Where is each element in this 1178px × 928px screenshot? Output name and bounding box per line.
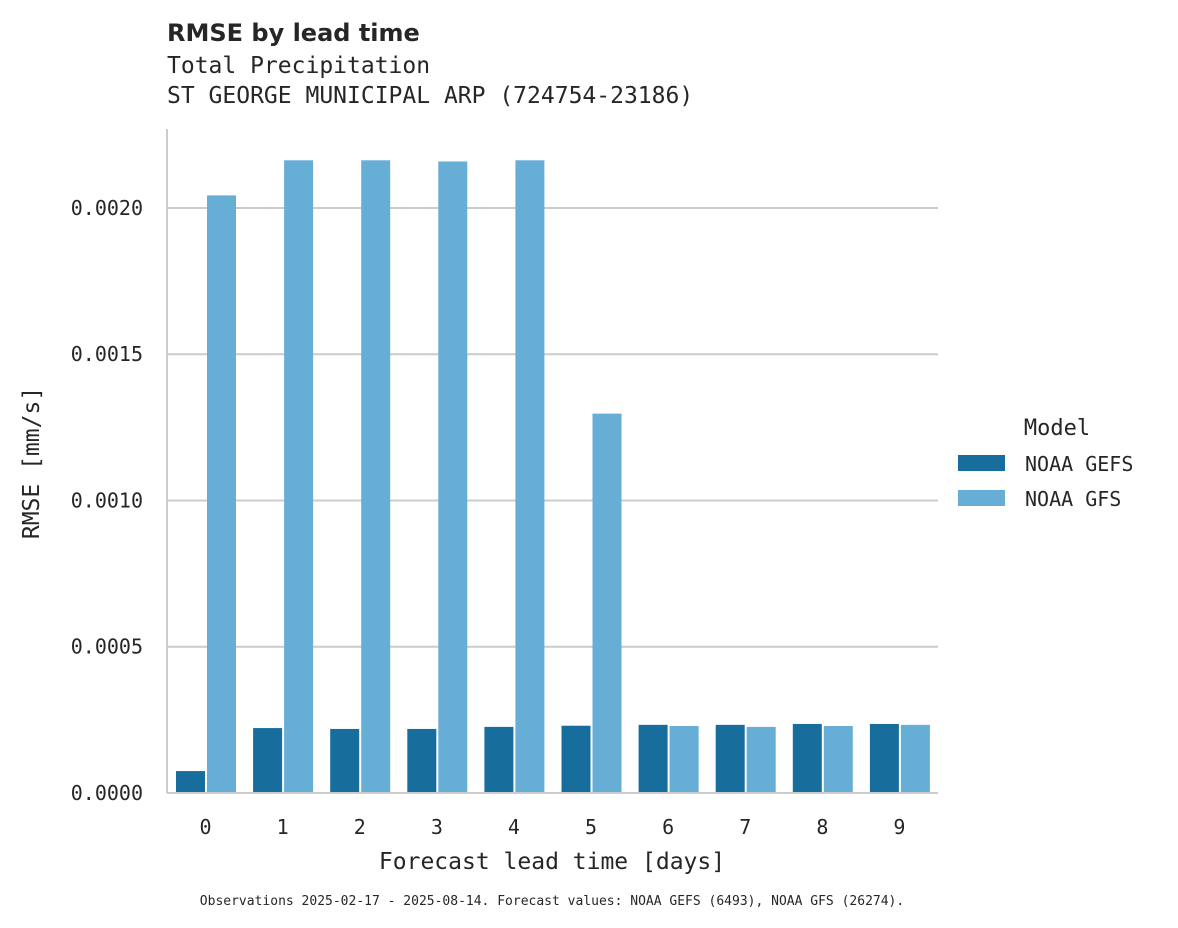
x-tick-label: 3	[431, 815, 443, 839]
chart-subtitle-station: ST GEORGE MUNICIPAL ARP (724754-23186)	[167, 83, 693, 109]
bar-noaa-gfs-9	[900, 724, 930, 793]
x-tick-label: 2	[354, 815, 366, 839]
bar-noaa-gfs-2	[361, 160, 391, 793]
bar-noaa-gefs-7	[715, 724, 745, 793]
bar-noaa-gfs-0	[207, 195, 236, 793]
bar-noaa-gefs-1	[253, 728, 283, 793]
bar-noaa-gfs-4	[515, 160, 545, 793]
bar-noaa-gefs-9	[869, 723, 899, 793]
y-gridlines	[167, 206, 938, 648]
bar-noaa-gefs-4	[484, 726, 514, 793]
y-tick-label: 0.0015	[71, 342, 143, 366]
y-tick-label: 0.0005	[71, 635, 143, 659]
legend-label-noaa-gefs: NOAA GEFS	[1025, 452, 1133, 476]
legend-swatch-noaa-gefs	[958, 455, 1005, 471]
x-tick-label: 5	[585, 815, 597, 839]
chart-subtitle-variable: Total Precipitation	[167, 53, 430, 79]
bar-noaa-gfs-5	[592, 413, 622, 793]
bar-noaa-gfs-3	[438, 161, 468, 793]
y-tick-label: 0.0020	[71, 196, 143, 220]
legend-title: Model	[1024, 416, 1090, 441]
x-tick-label: 0	[200, 815, 212, 839]
bar-noaa-gefs-0	[176, 771, 205, 793]
bars	[176, 160, 930, 793]
bar-noaa-gefs-6	[638, 724, 668, 793]
legend: Model NOAA GEFS NOAA GFS	[958, 416, 1133, 511]
bar-noaa-gfs-1	[284, 160, 314, 793]
footnote: Observations 2025-02-17 - 2025-08-14. Fo…	[200, 894, 904, 909]
x-tick-label: 1	[277, 815, 289, 839]
bar-noaa-gfs-6	[669, 726, 699, 793]
x-tick-labels: 0 1 2 3 4 5 6 7 8 9	[200, 815, 906, 839]
y-axis-label: RMSE [mm/s]	[19, 387, 45, 539]
bar-noaa-gfs-8	[823, 726, 853, 793]
y-tick-labels: 0.0000 0.0005 0.0010 0.0015 0.0020	[71, 196, 143, 805]
y-tick-label: 0.0010	[71, 488, 143, 512]
bar-noaa-gefs-8	[792, 723, 822, 793]
bar-noaa-gefs-2	[330, 728, 360, 793]
x-tick-label: 9	[893, 815, 905, 839]
x-tick-label: 7	[739, 815, 751, 839]
chart-title: RMSE by lead time	[167, 19, 420, 47]
x-tick-label: 4	[508, 815, 520, 839]
x-tick-label: 8	[816, 815, 828, 839]
x-tick-label: 6	[662, 815, 674, 839]
legend-label-noaa-gfs: NOAA GFS	[1025, 487, 1121, 511]
bar-noaa-gfs-7	[746, 726, 776, 793]
bar-noaa-gefs-5	[561, 725, 591, 793]
bar-noaa-gefs-3	[407, 728, 437, 793]
legend-swatch-noaa-gfs	[958, 490, 1005, 506]
x-axis-label: Forecast lead time [days]	[379, 849, 725, 875]
y-tick-label: 0.0000	[71, 781, 143, 805]
